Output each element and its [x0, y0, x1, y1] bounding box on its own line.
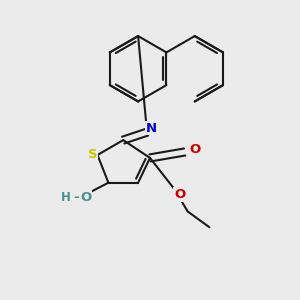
Text: H: H [61, 191, 71, 204]
Text: O: O [80, 191, 91, 204]
Text: -: - [73, 191, 79, 204]
Text: O: O [174, 188, 185, 201]
Text: S: S [88, 148, 97, 161]
Text: N: N [146, 122, 157, 135]
Text: O: O [189, 142, 200, 155]
